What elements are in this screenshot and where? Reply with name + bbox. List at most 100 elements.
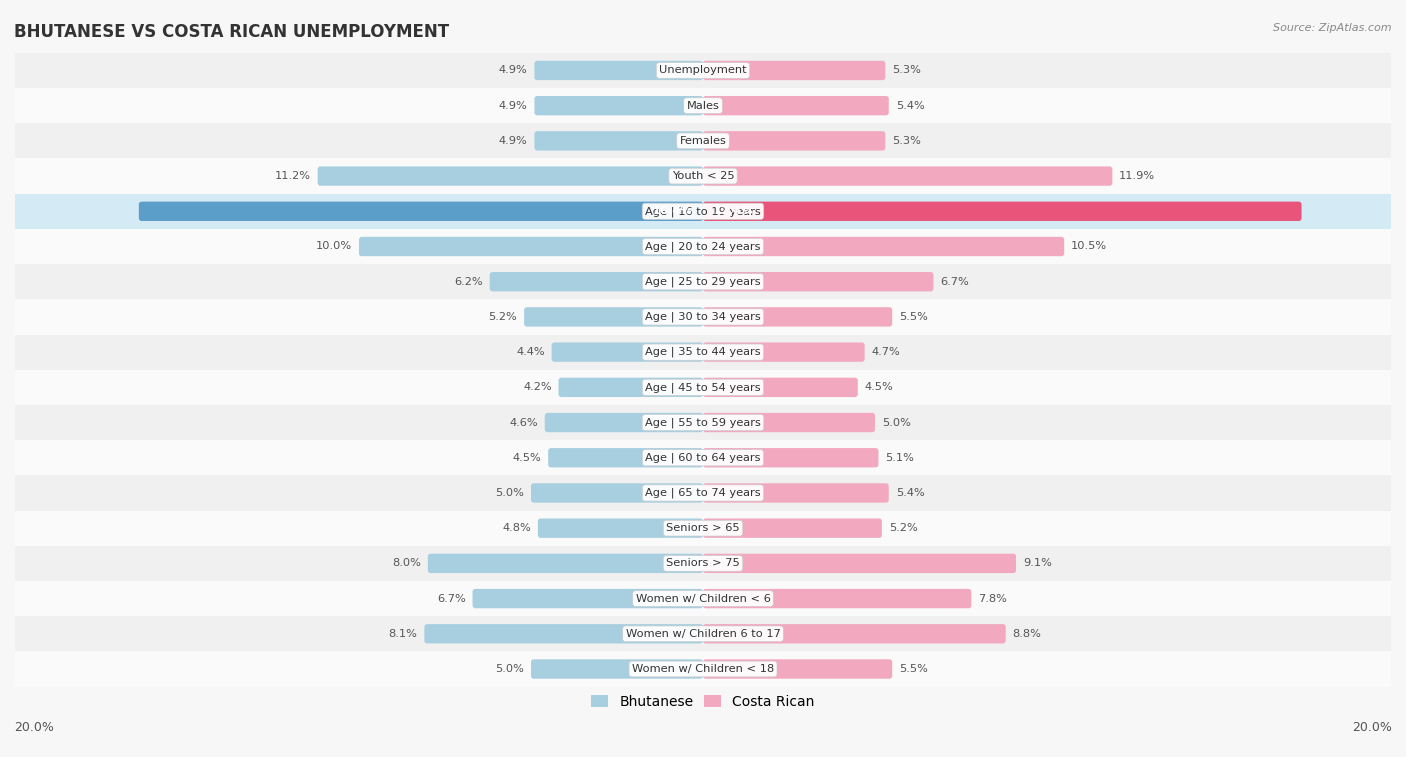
Legend: Bhutanese, Costa Rican: Bhutanese, Costa Rican bbox=[586, 690, 820, 715]
Text: 11.9%: 11.9% bbox=[1119, 171, 1156, 181]
FancyBboxPatch shape bbox=[531, 659, 703, 679]
Text: 10.0%: 10.0% bbox=[316, 241, 352, 251]
FancyBboxPatch shape bbox=[548, 448, 703, 467]
FancyBboxPatch shape bbox=[703, 448, 879, 467]
Text: 4.5%: 4.5% bbox=[865, 382, 893, 392]
FancyBboxPatch shape bbox=[703, 342, 865, 362]
FancyBboxPatch shape bbox=[531, 483, 703, 503]
Text: Males: Males bbox=[686, 101, 720, 111]
FancyBboxPatch shape bbox=[489, 272, 703, 291]
Text: 4.4%: 4.4% bbox=[516, 347, 544, 357]
Text: Age | 60 to 64 years: Age | 60 to 64 years bbox=[645, 453, 761, 463]
Text: 5.3%: 5.3% bbox=[893, 136, 921, 146]
FancyBboxPatch shape bbox=[703, 483, 889, 503]
Text: Women w/ Children 6 to 17: Women w/ Children 6 to 17 bbox=[626, 629, 780, 639]
Bar bbox=[15, 299, 1391, 335]
Text: 5.3%: 5.3% bbox=[893, 65, 921, 76]
Text: Age | 30 to 34 years: Age | 30 to 34 years bbox=[645, 312, 761, 322]
Text: 16.4%: 16.4% bbox=[652, 207, 693, 217]
FancyBboxPatch shape bbox=[703, 272, 934, 291]
FancyBboxPatch shape bbox=[703, 589, 972, 609]
Bar bbox=[15, 194, 1391, 229]
Bar bbox=[15, 475, 1391, 510]
Bar bbox=[15, 158, 1391, 194]
FancyBboxPatch shape bbox=[427, 553, 703, 573]
Text: 11.2%: 11.2% bbox=[274, 171, 311, 181]
FancyBboxPatch shape bbox=[524, 307, 703, 326]
Text: 4.9%: 4.9% bbox=[499, 101, 527, 111]
Text: Seniors > 65: Seniors > 65 bbox=[666, 523, 740, 533]
Text: 5.5%: 5.5% bbox=[898, 664, 928, 674]
Text: 6.7%: 6.7% bbox=[437, 593, 465, 603]
Text: 10.5%: 10.5% bbox=[1071, 241, 1107, 251]
Text: 4.8%: 4.8% bbox=[502, 523, 531, 533]
Text: 6.7%: 6.7% bbox=[941, 277, 969, 287]
Text: Women w/ Children < 6: Women w/ Children < 6 bbox=[636, 593, 770, 603]
FancyBboxPatch shape bbox=[703, 96, 889, 115]
Text: 4.5%: 4.5% bbox=[513, 453, 541, 463]
Text: 9.1%: 9.1% bbox=[1024, 559, 1052, 569]
FancyBboxPatch shape bbox=[703, 131, 886, 151]
Text: 17.4%: 17.4% bbox=[713, 207, 752, 217]
FancyBboxPatch shape bbox=[139, 201, 703, 221]
FancyBboxPatch shape bbox=[534, 131, 703, 151]
Text: Youth < 25: Youth < 25 bbox=[672, 171, 734, 181]
Text: Females: Females bbox=[679, 136, 727, 146]
FancyBboxPatch shape bbox=[544, 413, 703, 432]
Text: Age | 25 to 29 years: Age | 25 to 29 years bbox=[645, 276, 761, 287]
Bar bbox=[15, 88, 1391, 123]
Bar bbox=[15, 123, 1391, 158]
Text: 5.5%: 5.5% bbox=[898, 312, 928, 322]
Bar bbox=[15, 53, 1391, 88]
Text: 8.8%: 8.8% bbox=[1012, 629, 1042, 639]
Bar bbox=[15, 335, 1391, 369]
Text: Seniors > 75: Seniors > 75 bbox=[666, 559, 740, 569]
FancyBboxPatch shape bbox=[558, 378, 703, 397]
Text: 5.0%: 5.0% bbox=[495, 488, 524, 498]
Bar bbox=[15, 510, 1391, 546]
Text: Women w/ Children < 18: Women w/ Children < 18 bbox=[631, 664, 775, 674]
FancyBboxPatch shape bbox=[703, 659, 893, 679]
Bar bbox=[15, 581, 1391, 616]
Text: 5.0%: 5.0% bbox=[882, 418, 911, 428]
Bar bbox=[15, 616, 1391, 651]
FancyBboxPatch shape bbox=[703, 61, 886, 80]
FancyBboxPatch shape bbox=[472, 589, 703, 609]
Text: 4.7%: 4.7% bbox=[872, 347, 900, 357]
Bar bbox=[15, 405, 1391, 440]
FancyBboxPatch shape bbox=[551, 342, 703, 362]
Text: BHUTANESE VS COSTA RICAN UNEMPLOYMENT: BHUTANESE VS COSTA RICAN UNEMPLOYMENT bbox=[14, 23, 449, 41]
Text: 20.0%: 20.0% bbox=[1353, 721, 1392, 734]
Bar bbox=[15, 651, 1391, 687]
Bar bbox=[15, 264, 1391, 299]
Text: Unemployment: Unemployment bbox=[659, 65, 747, 76]
FancyBboxPatch shape bbox=[703, 307, 893, 326]
Bar bbox=[15, 440, 1391, 475]
FancyBboxPatch shape bbox=[703, 624, 1005, 643]
FancyBboxPatch shape bbox=[703, 378, 858, 397]
FancyBboxPatch shape bbox=[703, 553, 1017, 573]
Bar bbox=[15, 369, 1391, 405]
Text: Age | 65 to 74 years: Age | 65 to 74 years bbox=[645, 488, 761, 498]
FancyBboxPatch shape bbox=[703, 519, 882, 538]
FancyBboxPatch shape bbox=[703, 237, 1064, 256]
FancyBboxPatch shape bbox=[318, 167, 703, 185]
Text: Age | 45 to 54 years: Age | 45 to 54 years bbox=[645, 382, 761, 393]
Text: 5.2%: 5.2% bbox=[488, 312, 517, 322]
Text: 20.0%: 20.0% bbox=[14, 721, 53, 734]
Text: 5.2%: 5.2% bbox=[889, 523, 918, 533]
Text: 4.2%: 4.2% bbox=[523, 382, 551, 392]
Text: Age | 35 to 44 years: Age | 35 to 44 years bbox=[645, 347, 761, 357]
Text: Age | 55 to 59 years: Age | 55 to 59 years bbox=[645, 417, 761, 428]
Text: 5.4%: 5.4% bbox=[896, 101, 924, 111]
Bar bbox=[15, 229, 1391, 264]
FancyBboxPatch shape bbox=[359, 237, 703, 256]
FancyBboxPatch shape bbox=[703, 201, 1302, 221]
Text: 7.8%: 7.8% bbox=[979, 593, 1007, 603]
Text: Age | 20 to 24 years: Age | 20 to 24 years bbox=[645, 241, 761, 252]
FancyBboxPatch shape bbox=[534, 61, 703, 80]
Text: 4.9%: 4.9% bbox=[499, 65, 527, 76]
Text: 6.2%: 6.2% bbox=[454, 277, 482, 287]
Text: 5.4%: 5.4% bbox=[896, 488, 924, 498]
FancyBboxPatch shape bbox=[425, 624, 703, 643]
